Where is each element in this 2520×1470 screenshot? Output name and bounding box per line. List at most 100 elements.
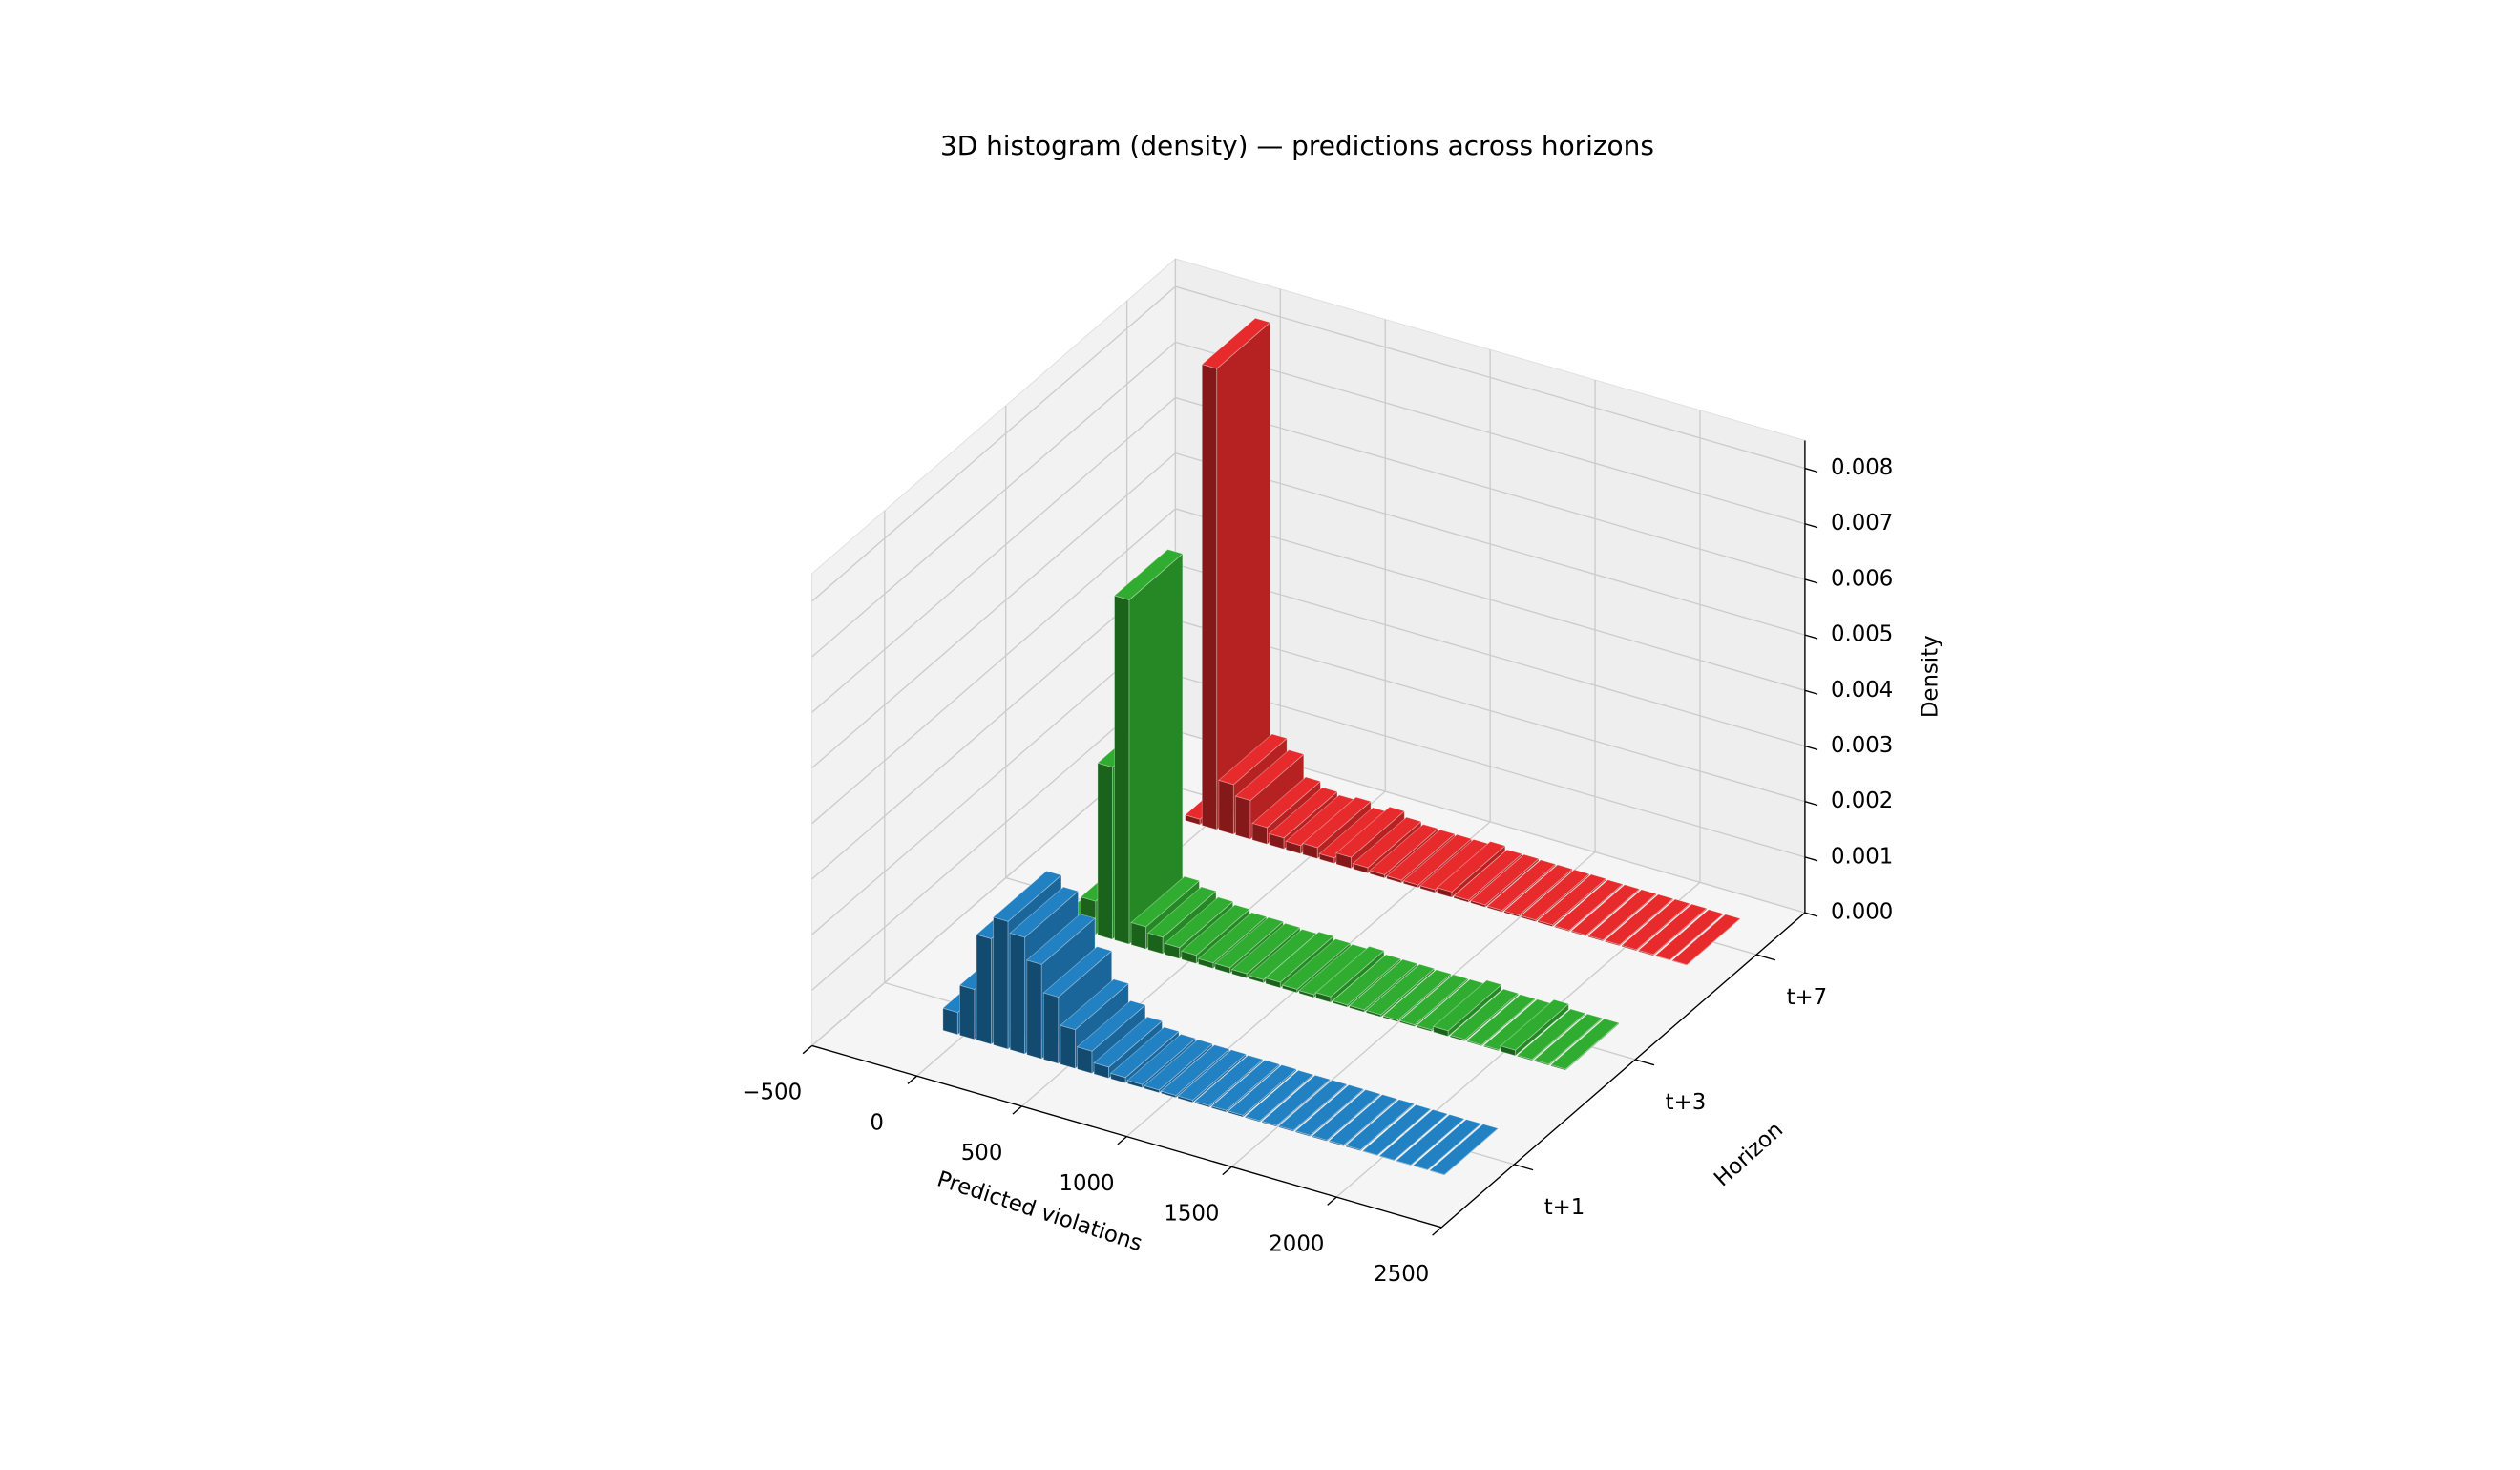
z-tick-label: 0.000 [1831, 900, 1893, 925]
bar-front [1201, 364, 1218, 830]
z-tick [1804, 745, 1818, 750]
bar-top [1395, 1114, 1465, 1166]
y-tick [1755, 954, 1776, 961]
x-tick [1012, 1105, 1022, 1115]
x-tick [1222, 1166, 1232, 1176]
bar-top [1352, 816, 1422, 869]
bar-top [1604, 893, 1674, 946]
bar-front [1060, 1024, 1076, 1069]
bar [1553, 879, 1624, 933]
bar [1502, 864, 1574, 918]
x-tick-label: −500 [742, 1081, 802, 1105]
bar-top [1549, 1018, 1620, 1070]
bar [1345, 1099, 1416, 1152]
bar-top [1335, 806, 1406, 858]
bar-top [1621, 898, 1691, 951]
bar [1328, 1094, 1398, 1147]
bar-top [1520, 869, 1590, 921]
bar [1385, 829, 1456, 884]
bar-top [1412, 1119, 1482, 1170]
bar-top [1369, 824, 1439, 875]
bar-top [1465, 994, 1537, 1046]
bar [1227, 1064, 1298, 1119]
bar [1586, 889, 1657, 942]
bar-top [1042, 946, 1113, 998]
x-tick-label: 2500 [1374, 1262, 1429, 1287]
bar [1311, 1089, 1381, 1143]
x-tick [907, 1075, 917, 1084]
bar-top [1264, 931, 1335, 983]
grid-line [811, 452, 1176, 769]
bar-top [1093, 1016, 1164, 1068]
bar-top [1113, 549, 1184, 600]
bar-top [1449, 988, 1520, 1040]
z-tick [1804, 634, 1818, 640]
x-tick [802, 1044, 813, 1055]
z-tick-label: 0.006 [1831, 566, 1893, 591]
bar-top [1328, 1094, 1398, 1145]
bar-front [1026, 959, 1042, 1060]
x-tick [1327, 1196, 1337, 1206]
z-tick-label: 0.007 [1831, 511, 1893, 536]
bar [1537, 873, 1607, 928]
bar-top [1210, 1060, 1281, 1111]
bar-top [1144, 1039, 1214, 1091]
grid-line [1175, 452, 1806, 636]
bar-top [1637, 903, 1708, 956]
z-tick-label: 0.004 [1831, 678, 1893, 703]
bar-top [1294, 1083, 1365, 1136]
bar [1520, 869, 1590, 923]
z-tick-label: 0.002 [1831, 788, 1893, 813]
x-tick-label: 2000 [1269, 1231, 1324, 1256]
bar-top [1025, 914, 1096, 965]
bar [1193, 1054, 1264, 1108]
bar-top [1570, 884, 1641, 936]
z-tick [1804, 523, 1818, 529]
grid-line [1175, 285, 1806, 470]
y-tick-label: t+7 [1787, 985, 1828, 1010]
bar [1570, 884, 1641, 937]
bar-top [1553, 879, 1624, 932]
bar [1382, 969, 1453, 1023]
bar-top [1218, 733, 1289, 786]
bar [1670, 914, 1741, 967]
bar-top [1164, 896, 1234, 949]
chart-title: 3D histogram (density) — predictions acr… [940, 130, 1654, 161]
bar [1428, 1124, 1500, 1176]
bar-top [1314, 945, 1385, 998]
bar [1516, 1008, 1586, 1061]
bar [1201, 317, 1271, 831]
bar [1277, 1079, 1348, 1133]
z-tick-label: 0.001 [1831, 844, 1893, 869]
bar-top [1181, 904, 1251, 956]
bar-top [1533, 1013, 1604, 1065]
bar-top [1500, 998, 1570, 1051]
bar [1244, 1069, 1314, 1124]
bar [1210, 1060, 1281, 1113]
z-tick-label: 0.003 [1831, 733, 1893, 758]
z-tick [1804, 578, 1818, 584]
bar-top [1361, 1103, 1432, 1156]
x-tick-label: 1000 [1059, 1171, 1114, 1196]
bar-top [1365, 963, 1436, 1016]
bar-top [1261, 1074, 1332, 1126]
bar [1412, 1119, 1482, 1171]
grid-line [811, 341, 1176, 658]
bar [1469, 853, 1540, 909]
z-axis-label: Density [1918, 635, 1942, 718]
z-tick [1804, 689, 1818, 695]
bar-top [1076, 999, 1146, 1052]
bar [1432, 979, 1502, 1038]
bar-top [1060, 978, 1130, 1031]
bar-top [1197, 912, 1268, 964]
bar-top [1345, 1099, 1416, 1150]
bar [1177, 1049, 1248, 1103]
bar-top [1502, 864, 1574, 916]
z-tick-label: 0.008 [1831, 455, 1893, 480]
bar [1332, 954, 1402, 1009]
bar [1369, 824, 1439, 879]
bar-top [1177, 1049, 1248, 1102]
bar-top [1402, 833, 1473, 886]
